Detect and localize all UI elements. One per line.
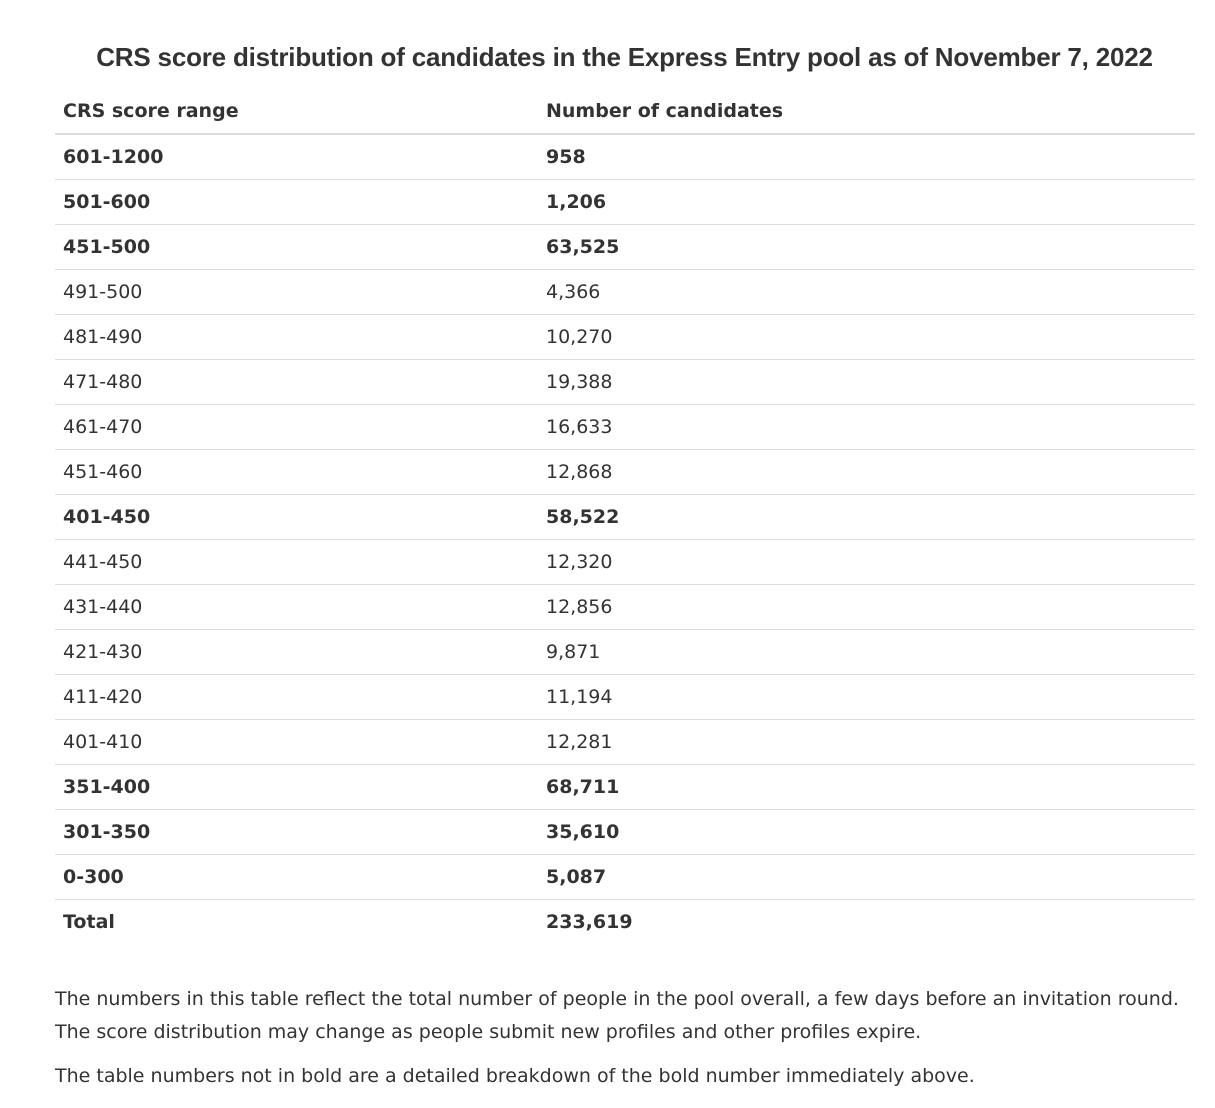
table-header-row: CRS score range Number of candidates (55, 89, 1195, 135)
cell-candidate-count: 12,856 (538, 584, 1195, 630)
cell-score-range: 501-600 (55, 179, 538, 225)
crs-distribution-table: CRS score range Number of candidates 601… (55, 89, 1195, 944)
cell-candidate-count: 35,610 (538, 809, 1195, 855)
cell-candidate-count: 58,522 (538, 494, 1195, 540)
cell-score-range: 401-410 (55, 719, 538, 765)
cell-total-count: 233,619 (546, 911, 633, 933)
cell-score-range: 421-430 (55, 629, 538, 675)
cell-score-range: 431-440 (55, 584, 538, 630)
table-row: 411-420 11,194 (55, 674, 1195, 720)
table-row: 351-400 68,711 (55, 764, 1195, 810)
table-row: 401-450 58,522 (55, 494, 1195, 540)
cell-candidate-count: 1,206 (538, 179, 1195, 225)
cell-candidate-count: 12,281 (538, 719, 1195, 765)
table-row: 441-450 12,320 (55, 539, 1195, 585)
table-total-row: Total 233,619 (55, 900, 1195, 945)
cell-score-range: 351-400 (55, 764, 538, 810)
cell-candidate-count: 10,270 (538, 314, 1195, 360)
cell-candidate-count: 4,366 (538, 269, 1195, 315)
cell-score-range: 481-490 (55, 314, 538, 360)
table-row: 461-470 16,633 (55, 404, 1195, 450)
table-row: 421-430 9,871 (55, 629, 1195, 675)
cell-score-range: 491-500 (55, 269, 538, 315)
table-row: 431-440 12,856 (55, 584, 1195, 630)
table-row: 451-500 63,525 (55, 224, 1195, 270)
cell-candidate-count: 63,525 (538, 224, 1195, 270)
cell-score-range: 451-500 (55, 224, 538, 270)
cell-candidate-count: 16,633 (538, 404, 1195, 450)
table-row: 301-350 35,610 (55, 809, 1195, 855)
header-crs-score-range: CRS score range (55, 89, 538, 135)
cell-score-range: 471-480 (55, 359, 538, 405)
cell-candidate-count: 12,320 (538, 539, 1195, 585)
table-row: 451-460 12,868 (55, 449, 1195, 495)
table-caption: CRS score distribution of candidates in … (96, 42, 1153, 72)
table-body: 601-1200 958 501-600 1,206 451-500 63,525 491-… (55, 134, 1195, 944)
cell-score-range: 451-460 (55, 449, 538, 495)
table-row: 481-490 10,270 (55, 314, 1195, 360)
cell-candidate-count: 958 (538, 134, 1195, 180)
cell-score-range: 301-350 (55, 809, 538, 855)
cell-score-range: 601-1200 (55, 134, 538, 180)
cell-score-range: 411-420 (55, 674, 538, 720)
cell-score-range: 441-450 (55, 539, 538, 585)
header-number-of-candidates: Number of candidates (538, 89, 1195, 135)
table-row: 491-500 4,366 (55, 269, 1195, 315)
note-paragraph: The numbers in this table reflect the to… (55, 988, 1179, 1043)
cell-candidate-count: 5,087 (538, 854, 1195, 900)
cell-candidate-count: 11,194 (538, 674, 1195, 720)
table-row: 401-410 12,281 (55, 719, 1195, 765)
table-row: 471-480 19,388 (55, 359, 1195, 405)
cell-candidate-count: 19,388 (538, 359, 1195, 405)
cell-score-range: 401-450 (55, 494, 538, 540)
cell-candidate-count: 68,711 (538, 764, 1195, 810)
note-paragraph: The table numbers not in bold are a deta… (55, 1065, 975, 1087)
table-row: 0-300 5,087 (55, 854, 1195, 900)
cell-candidate-count: 12,868 (538, 449, 1195, 495)
cell-score-range: 0-300 (55, 854, 538, 900)
table-row: 601-1200 958 (55, 134, 1195, 180)
table-row: 501-600 1,206 (55, 179, 1195, 225)
cell-total-label: Total (63, 911, 115, 933)
table-notes: The numbers in this table reflect the to… (55, 983, 1205, 1104)
cell-score-range: 461-470 (55, 404, 538, 450)
cell-candidate-count: 9,871 (538, 629, 1195, 675)
